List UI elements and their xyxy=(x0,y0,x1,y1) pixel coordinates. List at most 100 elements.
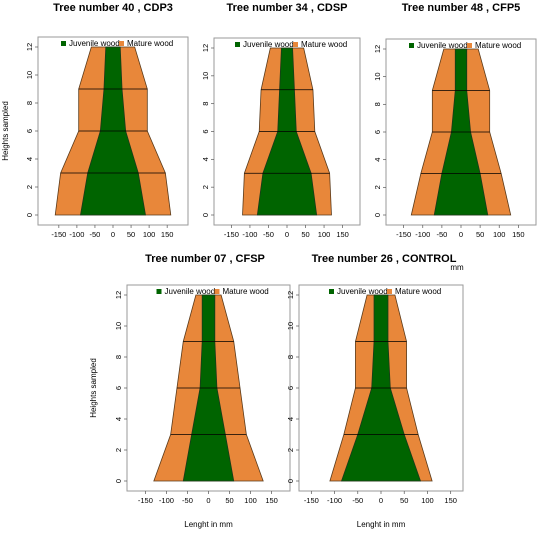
legend: Juvenile wood Mature wood xyxy=(235,40,347,49)
legend-juvenile-label: Juvenile wood xyxy=(417,41,468,50)
y-tick-label: 4 xyxy=(201,157,210,161)
y-tick-label: 8 xyxy=(201,102,210,106)
legend-mature-swatch xyxy=(293,42,298,47)
y-tick-label: 6 xyxy=(373,130,382,134)
y-tick-label: 12 xyxy=(286,291,295,299)
x-tick-label: 100 xyxy=(421,496,434,505)
chart-panel-2: 0 2 4 6 8 10 12 -150 -100 -50 0 50 100 150 Tree number… xyxy=(201,2,361,239)
x-tick-label: 50 xyxy=(476,230,484,239)
x-tick-label: -150 xyxy=(51,230,66,239)
y-tick-label: 2 xyxy=(373,185,382,189)
y-tick-label: 4 xyxy=(114,417,123,421)
y-tick-label: 0 xyxy=(286,479,295,483)
legend-juvenile-swatch xyxy=(409,43,414,48)
chart-title: Tree number 48 , CFP5 xyxy=(402,2,521,14)
y-tick-label: 8 xyxy=(25,101,34,105)
y-tick-label: 6 xyxy=(201,129,210,133)
legend-juvenile-label: Juvenile wood xyxy=(337,287,388,296)
x-tick-label: 100 xyxy=(318,230,331,239)
legend: Juvenile wood Mature wood xyxy=(156,287,269,296)
chart-title: Tree number 34 , CDSP xyxy=(226,2,347,14)
y-tick-label: 10 xyxy=(114,322,123,330)
chart-title: Tree number 07 , CFSP xyxy=(145,253,265,265)
chart-title: Tree number 40 , CDP3 xyxy=(53,2,173,14)
x-tick-label: 50 xyxy=(301,230,309,239)
y-tick-label: 12 xyxy=(25,43,34,51)
legend-mature-swatch xyxy=(387,289,392,294)
y-tick-label: 12 xyxy=(201,44,210,52)
y-tick-label: 12 xyxy=(373,45,382,53)
legend-mature-label: Mature wood xyxy=(301,40,347,49)
legend-juvenile-swatch xyxy=(329,289,334,294)
x-tick-label: -100 xyxy=(327,496,342,505)
x-tick-label: 150 xyxy=(161,230,174,239)
x-tick-label: -50 xyxy=(352,496,363,505)
y-tick-label: 2 xyxy=(25,185,34,189)
y-tick-label: 0 xyxy=(201,213,210,217)
y-tick-label: 12 xyxy=(114,291,123,299)
legend-mature-label: Mature wood xyxy=(475,41,521,50)
x-tick-label: 150 xyxy=(336,230,349,239)
x-axis-label: Lenght in mm xyxy=(357,520,406,529)
x-tick-label: -150 xyxy=(138,496,153,505)
legend-juvenile-label: Juvenile wood xyxy=(69,39,120,48)
x-tick-label: -150 xyxy=(396,230,411,239)
y-tick-label: 6 xyxy=(25,129,34,133)
x-axis-label: mm xyxy=(450,263,464,272)
x-tick-label: 50 xyxy=(400,496,408,505)
y-tick-label: 6 xyxy=(286,386,295,390)
legend: Juvenile wood Mature wood xyxy=(409,41,521,50)
x-tick-label: 50 xyxy=(225,496,233,505)
x-tick-label: -150 xyxy=(304,496,319,505)
x-tick-label: -100 xyxy=(415,230,430,239)
x-tick-label: -150 xyxy=(224,230,239,239)
y-tick-label: 0 xyxy=(25,213,34,217)
x-tick-label: 150 xyxy=(265,496,278,505)
x-tick-label: -50 xyxy=(263,230,274,239)
legend: Juvenile wood Mature wood xyxy=(61,39,173,48)
x-tick-label: 0 xyxy=(206,496,210,505)
x-tick-label: -50 xyxy=(90,230,101,239)
y-tick-label: 6 xyxy=(114,386,123,390)
y-tick-label: 0 xyxy=(373,213,382,217)
y-tick-label: 4 xyxy=(373,158,382,162)
x-tick-label: 100 xyxy=(143,230,156,239)
x-tick-label: 100 xyxy=(493,230,506,239)
x-tick-label: 150 xyxy=(444,496,457,505)
chart-panel-5: 0 2 4 6 8 10 12 -150 -100 -50 0 50 100 150 Tree number… xyxy=(286,253,464,529)
x-tick-label: 100 xyxy=(244,496,257,505)
y-tick-label: 10 xyxy=(286,322,295,330)
x-tick-label: 150 xyxy=(512,230,525,239)
legend-juvenile-swatch xyxy=(156,289,162,294)
legend-juvenile-swatch xyxy=(61,41,66,46)
legend-mature-swatch xyxy=(467,43,472,48)
y-tick-label: 10 xyxy=(201,72,210,80)
y-tick-label: 0 xyxy=(114,479,123,483)
chart-panel-3: 0 2 4 6 8 10 12 -150 -100 -50 0 50 100 150 Tree number… xyxy=(373,2,537,272)
legend-juvenile-swatch xyxy=(235,42,240,47)
y-tick-label: 8 xyxy=(373,102,382,106)
legend-juvenile-label: Juvenile wood xyxy=(165,287,216,296)
legend: Juvenile wood Mature wood xyxy=(329,287,441,296)
chart-title: Tree number 26 , CONTROL xyxy=(312,253,457,265)
x-tick-label: -50 xyxy=(436,230,447,239)
x-tick-label: -100 xyxy=(242,230,257,239)
y-tick-label: 2 xyxy=(201,185,210,189)
chart-panel-4: 0 2 4 6 8 10 12 -150 -100 -50 0 50 100 150 Tree number… xyxy=(89,253,291,529)
x-tick-label: -50 xyxy=(182,496,193,505)
chart-panel-1: 0 2 4 6 8 10 12 -150 -100 -50 0 50 100 150 Tree number… xyxy=(1,2,189,239)
y-tick-label: 4 xyxy=(286,417,295,421)
x-axis-label: Lenght in mm xyxy=(184,520,233,529)
x-tick-label: -100 xyxy=(69,230,84,239)
y-tick-label: 10 xyxy=(373,72,382,80)
legend-mature-label: Mature wood xyxy=(395,287,441,296)
y-tick-label: 10 xyxy=(25,71,34,79)
y-tick-label: 4 xyxy=(25,157,34,161)
legend-mature-swatch xyxy=(119,41,124,46)
y-tick-label: 8 xyxy=(114,355,123,359)
x-tick-label: -100 xyxy=(159,496,174,505)
y-tick-label: 8 xyxy=(286,355,295,359)
y-tick-label: 2 xyxy=(114,448,123,452)
y-axis-label: Heights sampled xyxy=(89,358,98,418)
